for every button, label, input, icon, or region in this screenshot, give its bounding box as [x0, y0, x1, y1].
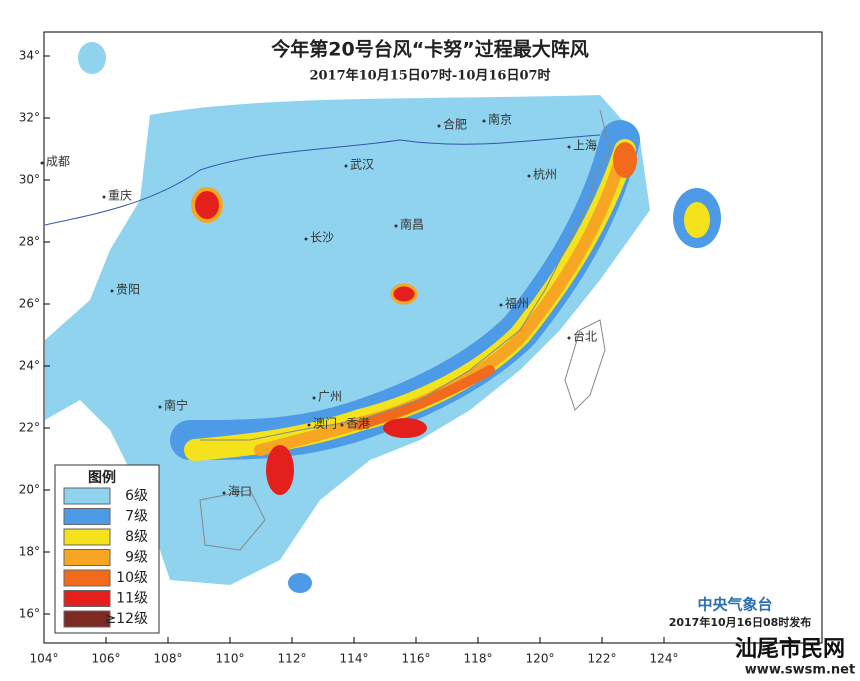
- city-dot: [158, 405, 162, 409]
- legend-swatch: [63, 508, 111, 525]
- city-dot: [394, 224, 398, 228]
- lon-tick-label: 116°: [402, 652, 431, 666]
- lat-tick-label: 26°: [19, 297, 40, 311]
- legend-label: 11级: [116, 591, 148, 607]
- city-label: 香港: [346, 417, 370, 431]
- legend-label: 7级: [125, 509, 148, 525]
- city-label: 重庆: [108, 189, 132, 203]
- legend-title: 图例: [88, 469, 116, 486]
- lat-tick-label: 28°: [19, 235, 40, 249]
- wind-6: [78, 42, 106, 74]
- legend-swatch: [63, 610, 111, 628]
- title: 今年第20号台风“卡努”过程最大阵风: [270, 38, 588, 61]
- river: [44, 134, 601, 226]
- lon-tick-label: 124°: [650, 652, 679, 666]
- city-dot: [499, 303, 503, 307]
- taiwan: [564, 319, 606, 411]
- wind-10: [355, 365, 495, 430]
- lat-tick-label: 20°: [19, 483, 40, 497]
- wind-8: [684, 202, 710, 238]
- lat-tick-label: 24°: [19, 359, 40, 373]
- hainan: [199, 489, 266, 551]
- city-dot: [40, 161, 44, 165]
- watermark: 汕尾市民网: [735, 636, 845, 662]
- watermark-site: www.swsm.net: [745, 663, 855, 678]
- city-label: 杭州: [533, 167, 557, 182]
- lon-tick-label: 108°: [154, 652, 183, 666]
- lat-tick-label: 16°: [19, 607, 40, 621]
- legend-swatch: [63, 549, 111, 566]
- city-label: 澳门: [313, 416, 337, 431]
- wind-11: [266, 445, 294, 495]
- city-dot: [110, 289, 114, 293]
- wind-field: [45, 42, 721, 593]
- city-label: 南宁: [164, 398, 188, 413]
- lon-tick-label: 118°: [464, 652, 493, 666]
- city-label: 上海: [573, 138, 597, 153]
- legend-swatch: [63, 528, 111, 546]
- city-label: 南昌: [400, 217, 424, 232]
- coastline: [44, 109, 611, 551]
- city-dot: [567, 336, 571, 340]
- lon-tick-label: 110°: [216, 652, 245, 666]
- wind-12: [191, 187, 223, 223]
- legend-label: 10级: [116, 570, 148, 586]
- city-dot: [222, 491, 226, 495]
- lat-tick-label: 32°: [19, 111, 40, 125]
- map-frame: [43, 31, 823, 644]
- issued: 2017年10月16日08时发布: [669, 615, 812, 629]
- legend-swatch: [63, 569, 111, 587]
- lat-tick-label: 30°: [19, 173, 40, 187]
- legend-swatch: [63, 487, 111, 505]
- city-dot: [307, 423, 311, 427]
- legend-swatch: [63, 590, 111, 607]
- legend-label: 8级: [125, 529, 148, 545]
- wind-7: [288, 573, 312, 593]
- city-dot: [344, 164, 348, 168]
- lat-tick-label: 18°: [19, 545, 40, 559]
- city-dot: [312, 396, 316, 400]
- lon-tick-label: 122°: [588, 652, 617, 666]
- city-dot: [527, 174, 531, 178]
- city-label: 台北: [573, 329, 597, 344]
- city-label: 合肥: [443, 117, 467, 132]
- legend-label: 9级: [125, 550, 148, 566]
- city-dot: [340, 423, 344, 427]
- city-dot: [437, 124, 441, 128]
- lat-tick-label: 22°: [19, 421, 40, 435]
- legend-label: ≥12级: [104, 611, 148, 627]
- city-dot: [482, 119, 486, 123]
- lon-tick-label: 104°: [30, 652, 59, 666]
- wind-10: [613, 142, 637, 178]
- city-dot: [102, 195, 106, 199]
- publisher: 中央气象台: [697, 596, 772, 614]
- city-dot: [567, 145, 571, 149]
- city-label: 贵阳: [116, 283, 140, 297]
- coast: [200, 109, 611, 441]
- wind-11: [390, 283, 418, 305]
- lon-tick-label: 114°: [340, 652, 369, 666]
- city-label: 广州: [318, 390, 342, 404]
- city-label: 成都: [46, 155, 70, 169]
- wind-11: [383, 418, 427, 438]
- city-label: 南京: [488, 112, 512, 127]
- city-label: 长沙: [310, 231, 334, 245]
- city-label: 福州: [505, 296, 529, 311]
- lat-tick-label: 34°: [19, 49, 40, 63]
- city-label: 海口: [228, 484, 252, 499]
- subtitle: 2017年10月15日07时-10月16日07时: [309, 68, 550, 84]
- lon-tick-label: 112°: [278, 652, 307, 666]
- city-label: 武汉: [350, 158, 374, 172]
- lon-tick-label: 106°: [92, 652, 121, 666]
- legend-label: 6级: [125, 488, 148, 504]
- legend: 图例 6级 7级 8级 9级 10级 11级 ≥12级: [54, 464, 160, 634]
- city-dot: [304, 237, 308, 241]
- lon-tick-label: 120°: [526, 652, 555, 666]
